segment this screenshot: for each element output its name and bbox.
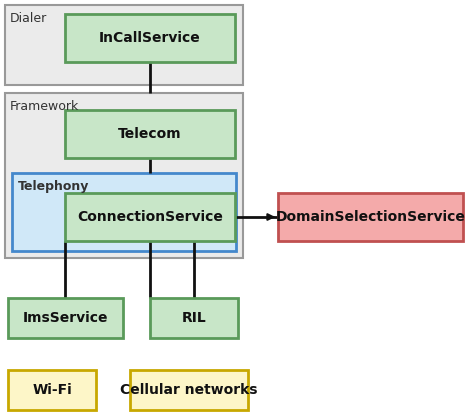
Text: Framework: Framework — [10, 100, 79, 113]
Text: Telephony: Telephony — [18, 180, 89, 193]
Bar — [8, 298, 123, 338]
Bar — [65, 193, 235, 241]
Bar — [5, 5, 243, 85]
Text: Dialer: Dialer — [10, 12, 47, 25]
Text: InCallService: InCallService — [99, 31, 201, 45]
Text: RIL: RIL — [181, 311, 206, 325]
Bar — [150, 298, 238, 338]
Bar — [8, 370, 96, 410]
Text: Cellular networks: Cellular networks — [120, 383, 258, 397]
Bar — [12, 173, 236, 251]
Text: ConnectionService: ConnectionService — [77, 210, 223, 224]
Bar — [278, 193, 463, 241]
Bar — [5, 93, 243, 258]
Text: Wi-Fi: Wi-Fi — [32, 383, 72, 397]
Bar — [130, 370, 248, 410]
Text: DomainSelectionService: DomainSelectionService — [276, 210, 466, 224]
Bar — [65, 110, 235, 158]
Text: ImsService: ImsService — [23, 311, 108, 325]
Bar — [65, 14, 235, 62]
Text: Telecom: Telecom — [118, 127, 182, 141]
